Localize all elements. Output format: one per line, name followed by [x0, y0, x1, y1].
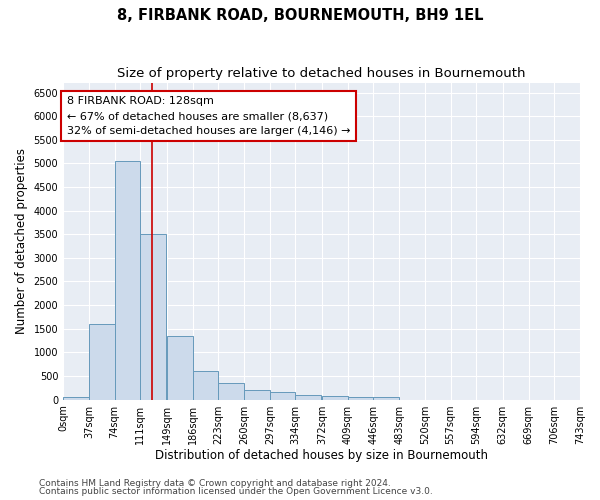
Bar [244, 390, 270, 400]
Bar [140, 234, 166, 400]
Text: Contains HM Land Registry data © Crown copyright and database right 2024.: Contains HM Land Registry data © Crown c… [39, 478, 391, 488]
Title: Size of property relative to detached houses in Bournemouth: Size of property relative to detached ho… [118, 68, 526, 80]
Bar [347, 397, 373, 400]
Text: 8 FIRBANK ROAD: 128sqm
← 67% of detached houses are smaller (8,637)
32% of semi-: 8 FIRBANK ROAD: 128sqm ← 67% of detached… [67, 96, 350, 136]
Bar [89, 324, 115, 400]
Bar [63, 397, 89, 400]
Bar [322, 396, 347, 400]
Bar [167, 336, 193, 400]
X-axis label: Distribution of detached houses by size in Bournemouth: Distribution of detached houses by size … [155, 450, 488, 462]
Bar [270, 392, 295, 400]
Bar [218, 383, 244, 400]
Bar [295, 395, 321, 400]
Y-axis label: Number of detached properties: Number of detached properties [15, 148, 28, 334]
Text: 8, FIRBANK ROAD, BOURNEMOUTH, BH9 1EL: 8, FIRBANK ROAD, BOURNEMOUTH, BH9 1EL [117, 8, 483, 22]
Bar [193, 371, 218, 400]
Text: Contains public sector information licensed under the Open Government Licence v3: Contains public sector information licen… [39, 487, 433, 496]
Bar [373, 397, 399, 400]
Bar [115, 161, 140, 400]
